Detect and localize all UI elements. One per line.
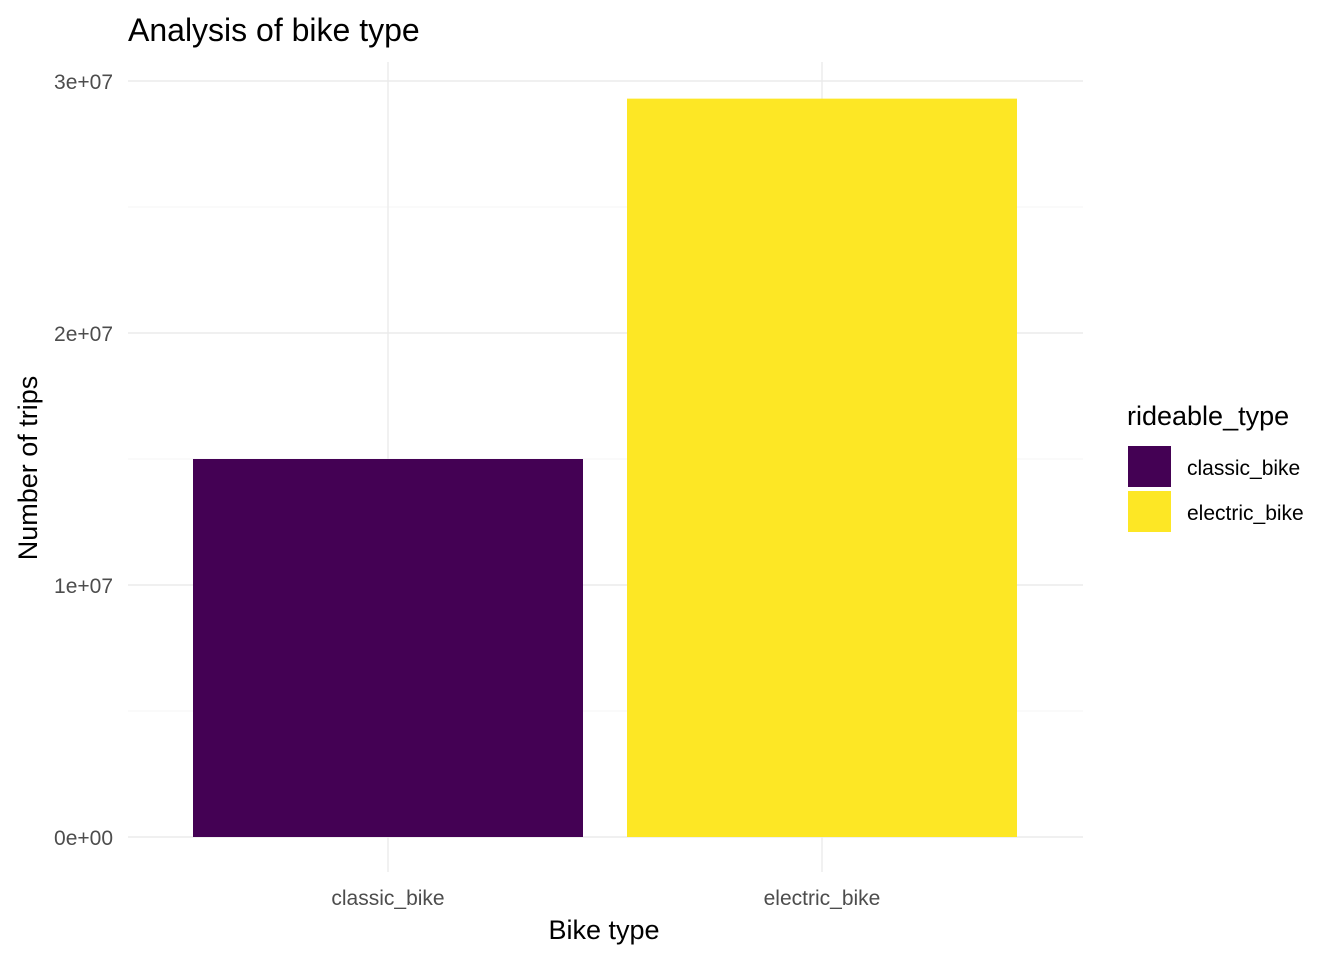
x-axis-ticks: classic_bike electric_bike: [331, 887, 880, 910]
legend-swatch: [1128, 491, 1171, 532]
chart-title: Analysis of bike type: [128, 12, 420, 48]
y-tick-label: 1e+07: [54, 575, 113, 598]
y-tick-label: 0e+00: [54, 827, 113, 850]
y-axis-ticks: 0e+00 1e+07 2e+07 3e+07: [54, 71, 113, 850]
y-axis-title: Number of trips: [13, 376, 43, 561]
legend-swatch: [1128, 446, 1171, 487]
legend-label: classic_bike: [1187, 457, 1300, 480]
x-tick-label: classic_bike: [331, 887, 444, 910]
y-tick-label: 3e+07: [54, 71, 113, 94]
y-tick-label: 2e+07: [54, 323, 113, 346]
legend: rideable_type classic_bike electric_bike: [1127, 401, 1304, 532]
x-axis-title: Bike type: [548, 915, 659, 945]
legend-label: electric_bike: [1187, 502, 1304, 525]
legend-title: rideable_type: [1127, 401, 1289, 431]
bars: [193, 98, 1017, 837]
bar-electric-bike: [627, 98, 1017, 837]
bar-classic-bike: [193, 459, 583, 837]
x-tick-label: electric_bike: [764, 887, 881, 910]
